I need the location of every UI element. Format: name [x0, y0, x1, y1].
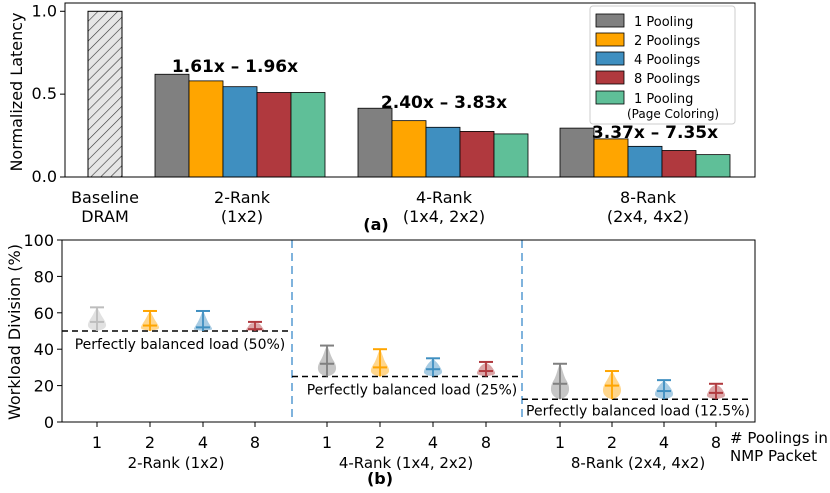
bar-group2-series3	[661, 150, 697, 178]
workload-y-tick-label: 80	[34, 267, 54, 286]
panel-b-label: (b)	[367, 469, 393, 488]
x-axis-title-line2: NMP Packet	[730, 447, 817, 465]
bar-group0-series0	[154, 73, 190, 178]
bar-group0-series2	[222, 86, 258, 178]
x-tick-label-group2-3: 8	[711, 433, 721, 452]
legend-box	[589, 5, 736, 125]
legend-swatch-3	[595, 70, 625, 85]
x-tick-label-group1-3: 8	[481, 433, 491, 452]
latency-y-tick-label: 0.5	[32, 84, 57, 103]
bar-group2-series1	[593, 138, 629, 178]
workload-y-tick-label: 60	[34, 304, 54, 323]
latency-y-tick-label: 0.0	[32, 167, 57, 186]
legend-swatch-4	[595, 90, 625, 105]
latency-plot-frame	[64, 2, 756, 178]
bar-group1-series1	[391, 120, 427, 178]
balanced-label-group1: Perfectly balanced load (25%)	[307, 383, 518, 399]
bar-group2-series2	[627, 145, 663, 178]
group-label-4rank-line1: 4-Rank	[416, 188, 473, 207]
workload-plot-frame	[61, 239, 756, 423]
workload-y-tick-label: 40	[34, 340, 54, 359]
latency-bar-chart: Normalized Latency 0.0 0.5 1.0 1.61x – 1.9…	[7, 1, 756, 234]
bar-group1-series0	[357, 107, 393, 178]
legend: 1 Pooling 2 Poolings 4 Poolings 8 Poolings 1…	[589, 5, 736, 125]
group-label-8rank-line1: 8-Rank	[620, 188, 677, 207]
x-tick-label-group2-0: 1	[555, 433, 565, 452]
workload-y-axis-label: Workload Division (%)	[5, 244, 24, 420]
legend-label-0: 1 Pooling	[634, 15, 693, 30]
workload-y-tick-label: 0	[44, 413, 54, 432]
legend-label-2: 4 Poolings	[634, 53, 700, 68]
legend-swatch-1	[595, 32, 625, 47]
latency-y-tick-label: 1.0	[32, 1, 57, 20]
speedup-label-group1: 2.40x – 3.83x	[381, 93, 507, 113]
bar-baseline-dram	[87, 10, 123, 178]
bar-group1-series2	[425, 126, 461, 178]
workload-y-tick-label: 20	[34, 377, 54, 396]
legend-label-4-line2: (Page Coloring)	[627, 107, 719, 121]
bar-group0-series1	[188, 80, 224, 178]
group-label-0: 2-Rank (1x2)	[128, 454, 225, 472]
panel-a-label: (a)	[363, 215, 388, 234]
x-tick-label-group2-2: 4	[659, 433, 669, 452]
group-label-8rank-line2: (2x4, 4x2)	[607, 207, 689, 226]
group-label-2rank-line1: 2-Rank	[214, 188, 271, 207]
x-tick-label-group1-0: 1	[322, 433, 332, 452]
group-label-1: 4-Rank (1x4, 2x2)	[339, 454, 473, 472]
bar-group0-series4	[290, 92, 326, 178]
balanced-label-group0: Perfectly balanced load (50%)	[75, 337, 286, 353]
group-label-2rank-line2: (1x2)	[221, 207, 263, 226]
group-label-4rank-line2: (1x4, 2x2)	[403, 207, 485, 226]
bar-group2-series0	[559, 127, 595, 178]
x-tick-label-group0-3: 8	[250, 433, 260, 452]
bar-group1-series4	[493, 133, 529, 178]
legend-label-1: 2 Poolings	[634, 34, 700, 49]
bar-group0-series3	[256, 92, 292, 178]
group-label-2: 8-Rank (2x4, 4x2)	[571, 454, 705, 472]
speedup-label-group2: 3.37x – 7.35x	[592, 123, 718, 143]
x-tick-label-group2-1: 2	[607, 433, 617, 452]
speedup-label-group0: 1.61x – 1.96x	[172, 57, 298, 77]
x-tick-label-group1-1: 2	[375, 433, 385, 452]
x-tick-label-group1-2: 4	[428, 433, 438, 452]
balanced-label-group2: Perfectly balanced load (12.5%)	[526, 403, 750, 419]
baseline-label-line1: Baseline	[71, 188, 139, 207]
workload-violin-chart: Workload Division (%) 0 20 40 60 80 100 Perfe…	[5, 231, 828, 488]
workload-y-tick-label: 100	[23, 231, 54, 250]
legend-label-3: 8 Poolings	[634, 72, 700, 87]
x-tick-label-group0-0: 1	[92, 433, 102, 452]
legend-swatch-2	[595, 51, 625, 66]
baseline-label-line2: DRAM	[81, 207, 129, 226]
legend-swatch-0	[595, 13, 625, 28]
legend-label-4: 1 Pooling	[634, 92, 693, 107]
x-tick-label-group0-1: 2	[145, 433, 155, 452]
x-axis-title-line1: # Poolings in	[730, 429, 828, 447]
latency-y-axis-label: Normalized Latency	[7, 12, 26, 171]
x-tick-label-group0-2: 4	[198, 433, 208, 452]
bar-group2-series4	[695, 154, 731, 178]
bar-group1-series3	[459, 131, 495, 178]
